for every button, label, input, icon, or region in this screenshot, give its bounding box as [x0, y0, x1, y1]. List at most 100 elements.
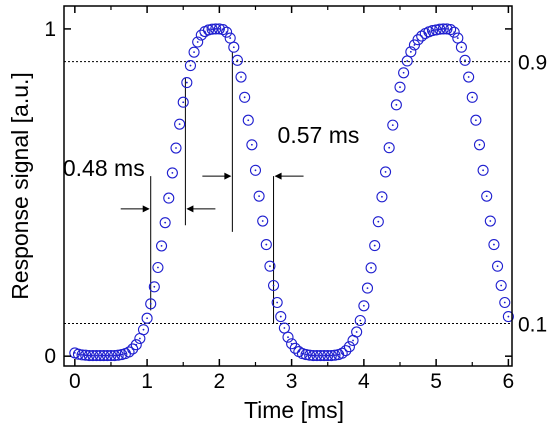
data-point [318, 349, 330, 362]
data-point [376, 191, 388, 203]
data-point [112, 349, 124, 361]
data-point [166, 167, 178, 179]
data-point [239, 91, 251, 103]
data-point-center [138, 337, 141, 340]
data-point [152, 261, 164, 274]
data-point-center [272, 284, 275, 287]
data-point-center [265, 243, 268, 246]
data-point-center [478, 143, 481, 146]
data-point-center [485, 195, 488, 198]
data-point-center [337, 353, 340, 356]
data-point-center [276, 301, 279, 304]
y-axis-title: Response signal [a.u.] [7, 72, 33, 300]
data-point-center [413, 44, 416, 46]
data-point [101, 349, 113, 362]
data-point-center [471, 96, 474, 99]
data-point-center [84, 354, 87, 357]
data-point-center [73, 352, 76, 354]
annotation-label: 0.57 ms [278, 122, 360, 148]
data-point [246, 139, 258, 151]
data-point-center [142, 328, 145, 331]
data-point-center [312, 354, 315, 357]
data-point [83, 349, 95, 362]
data-point [242, 114, 254, 126]
data-point-center [88, 354, 91, 357]
data-point [473, 139, 486, 151]
annotation-arrowhead [186, 205, 194, 213]
data-point [459, 54, 471, 66]
data-point [300, 348, 312, 361]
data-point [271, 296, 283, 309]
data-point-center [391, 124, 394, 127]
data-point-center [431, 29, 434, 32]
data-point [80, 349, 92, 361]
data-point [249, 164, 262, 176]
data-point-center [453, 31, 456, 34]
data-point-center [214, 28, 217, 30]
annotation-arrowhead [142, 205, 150, 213]
data-point-center [373, 244, 376, 247]
data-points [69, 23, 514, 362]
data-point-center [334, 354, 336, 357]
annotation-arrowhead [274, 172, 282, 180]
data-point-center [120, 353, 123, 356]
x-tick-label: 0 [69, 370, 81, 393]
data-point [109, 349, 121, 362]
data-point-center [149, 302, 152, 305]
data-point-center [446, 28, 448, 30]
data-point [358, 300, 370, 312]
data-point-center [99, 354, 102, 357]
data-point-center [182, 101, 185, 104]
reference-line-label: 0.9 [518, 52, 547, 75]
data-point-center [167, 197, 170, 200]
data-point-center [442, 28, 445, 30]
data-point-center [236, 59, 239, 62]
data-point [282, 331, 294, 343]
data-point-center [254, 169, 257, 172]
data-point-center [243, 96, 246, 99]
data-point [398, 67, 410, 79]
data-point [94, 349, 106, 362]
data-point [177, 96, 189, 108]
data-point [477, 164, 489, 176]
x-tick-label: 1 [141, 370, 153, 393]
data-point-center [456, 37, 459, 39]
data-point-center [229, 37, 232, 39]
data-point-center [406, 60, 409, 62]
data-point [470, 114, 482, 126]
y-tick-label: 1 [44, 18, 56, 41]
data-point [481, 190, 493, 202]
data-point-center [175, 147, 177, 149]
data-point [491, 260, 504, 272]
data-point-center [399, 86, 401, 89]
data-point-center [211, 28, 214, 31]
data-point [405, 46, 417, 58]
data-point-center [493, 243, 495, 246]
data-point [267, 279, 280, 292]
data-point [221, 26, 233, 38]
data-point-center [218, 28, 221, 30]
data-point-center [489, 220, 492, 222]
data-point [445, 24, 457, 36]
data-point-center [377, 220, 380, 223]
data-point [369, 240, 381, 252]
data-point [188, 46, 200, 58]
data-point-center [225, 31, 228, 34]
data-point-center [102, 354, 105, 357]
reference-lines: 0.9 0.1 [64, 52, 547, 336]
data-point-center [395, 103, 398, 106]
data-point [383, 142, 395, 154]
data-point [437, 23, 449, 35]
data-point-center [207, 28, 210, 31]
data-point-center [287, 336, 289, 339]
data-point [463, 71, 475, 83]
data-point [159, 217, 171, 229]
data-point-center [160, 244, 163, 247]
x-tick-label: 2 [214, 370, 226, 393]
data-point-center [352, 339, 354, 342]
data-point [322, 349, 334, 362]
data-point [206, 23, 218, 35]
data-point-center [135, 343, 138, 346]
plot-frame [63, 5, 513, 367]
data-point-center [240, 76, 242, 78]
